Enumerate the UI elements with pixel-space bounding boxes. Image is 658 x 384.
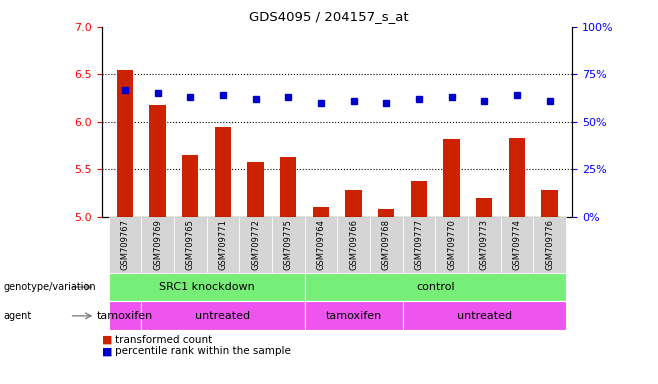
Text: genotype/variation: genotype/variation [3,282,96,292]
Text: ■: ■ [102,335,113,345]
Bar [542,190,558,217]
Text: transformed count: transformed count [115,335,213,345]
Bar [378,209,394,217]
Text: GSM709767: GSM709767 [120,219,130,270]
Text: GSM709764: GSM709764 [316,219,326,270]
Text: GSM709772: GSM709772 [251,219,260,270]
Text: GSM709775: GSM709775 [284,219,293,270]
Text: ■: ■ [102,346,113,356]
Text: SRC1 knockdown: SRC1 knockdown [159,282,255,292]
Bar [149,105,166,217]
Bar [509,138,525,217]
Text: GSM709766: GSM709766 [349,219,358,270]
Text: GSM709770: GSM709770 [447,219,456,270]
Text: tamoxifen: tamoxifen [97,311,153,321]
Bar [280,157,296,217]
Bar [443,139,460,217]
Bar [476,198,492,217]
Text: GSM709768: GSM709768 [382,219,391,270]
Text: GSM709773: GSM709773 [480,219,489,270]
Bar [411,181,427,217]
Text: GDS4095 / 204157_s_at: GDS4095 / 204157_s_at [249,10,409,23]
Text: GSM709774: GSM709774 [513,219,521,270]
Text: untreated: untreated [457,311,512,321]
Bar [313,207,329,217]
Text: control: control [416,282,455,292]
Text: untreated: untreated [195,311,251,321]
Text: GSM709776: GSM709776 [545,219,554,270]
Text: GSM709777: GSM709777 [415,219,423,270]
Text: tamoxifen: tamoxifen [326,311,382,321]
Text: agent: agent [3,311,32,321]
Text: GSM709769: GSM709769 [153,219,162,270]
Bar [116,70,133,217]
Bar [345,190,362,217]
Text: GSM709771: GSM709771 [218,219,228,270]
Bar [215,127,231,217]
Text: GSM709765: GSM709765 [186,219,195,270]
Bar [247,162,264,217]
Text: percentile rank within the sample: percentile rank within the sample [115,346,291,356]
Bar [182,155,198,217]
